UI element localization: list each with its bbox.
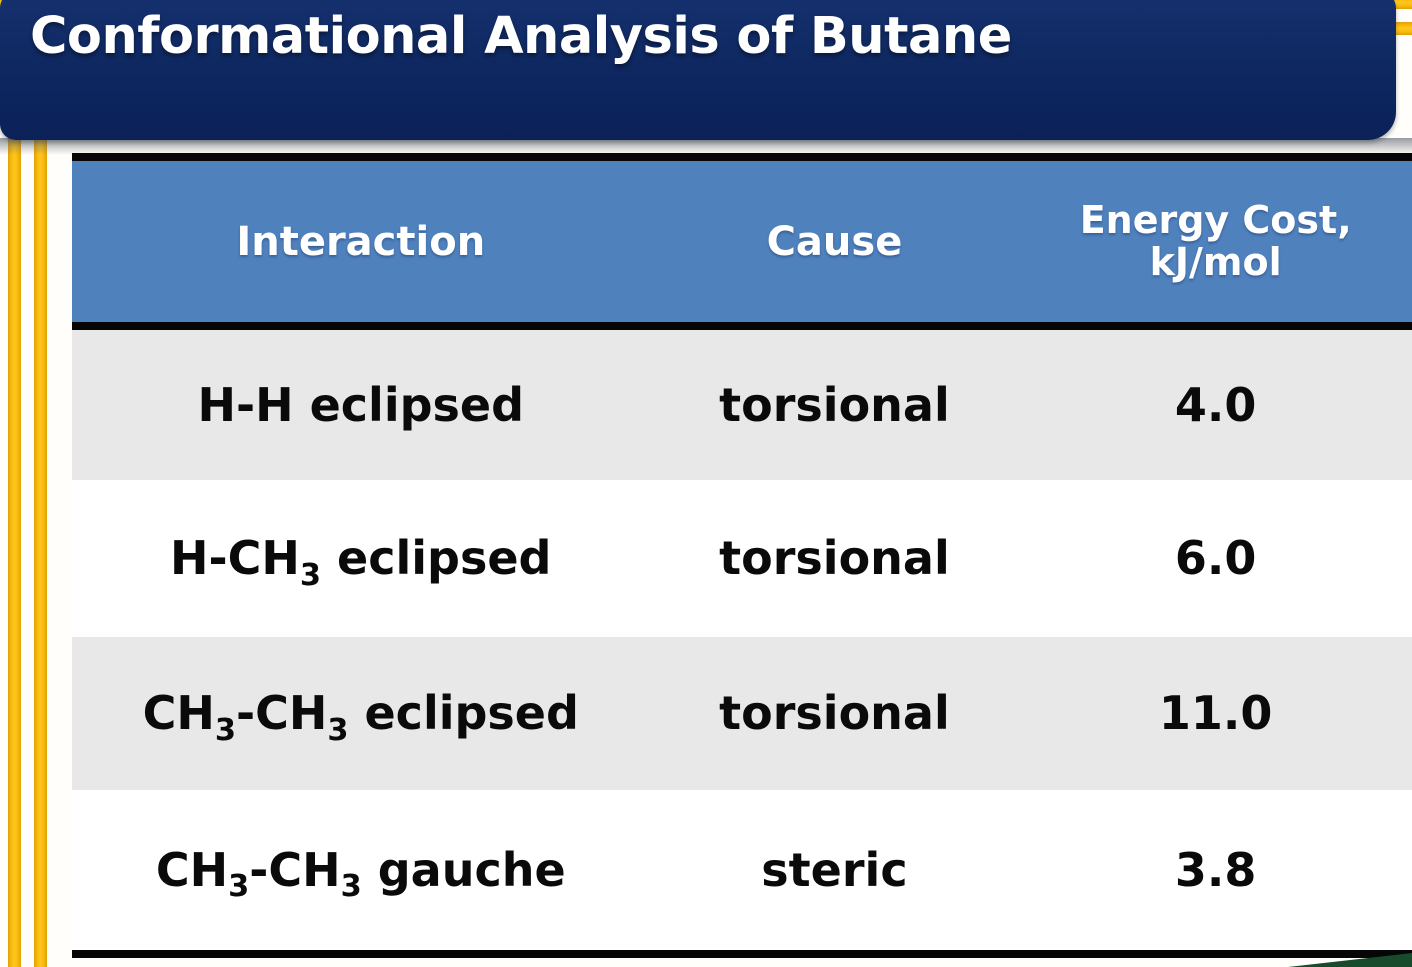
table-row: CH3-CH3 gauche steric 3.8: [72, 790, 1412, 950]
cell-interaction: H-CH3 eclipsed: [170, 531, 552, 593]
header-energy-line2: kJ/mol: [1149, 239, 1282, 284]
header-energy-line1: Energy Cost,: [1079, 197, 1352, 242]
cell-energy: 3.8: [1174, 842, 1257, 897]
cell-interaction: CH3-CH3 eclipsed: [142, 686, 579, 748]
table-row: CH3-CH3 eclipsed torsional 11.0: [72, 637, 1412, 790]
cell-cause: torsional: [719, 686, 950, 741]
title-banner: Conformational Analysis of Butane: [0, 0, 1396, 140]
table-header-row: Interaction Cause Energy Cost, kJ/mol: [72, 161, 1412, 322]
cell-cause: steric: [761, 842, 908, 897]
cell-energy: 11.0: [1158, 686, 1273, 741]
cell-cause: torsional: [719, 377, 950, 432]
cell-energy: 6.0: [1174, 531, 1257, 586]
header-energy-cost: Energy Cost, kJ/mol: [1019, 197, 1412, 284]
table-bottom-border: [72, 950, 1412, 958]
table-row: H-H eclipsed torsional 4.0: [72, 330, 1412, 480]
gold-stripe-left-inner: [34, 0, 47, 967]
gold-stripe-left-outer: [8, 0, 21, 967]
table-header-bottom-border: [72, 322, 1412, 330]
cell-interaction: H-H eclipsed: [197, 377, 525, 432]
table-body: H-H eclipsed torsional 4.0 H-CH3 eclipsed to…: [72, 330, 1412, 950]
table-top-border: [72, 153, 1412, 161]
header-interaction: Interaction: [236, 218, 486, 265]
conformation-table: Interaction Cause Energy Cost, kJ/mol H-…: [72, 153, 1412, 958]
table-row: H-CH3 eclipsed torsional 6.0: [72, 480, 1412, 637]
slide-title: Conformational Analysis of Butane: [30, 7, 1012, 66]
cell-energy: 4.0: [1174, 377, 1257, 432]
header-cause: Cause: [766, 218, 903, 265]
cell-interaction: CH3-CH3 gauche: [155, 842, 566, 905]
cell-cause: torsional: [719, 531, 950, 586]
